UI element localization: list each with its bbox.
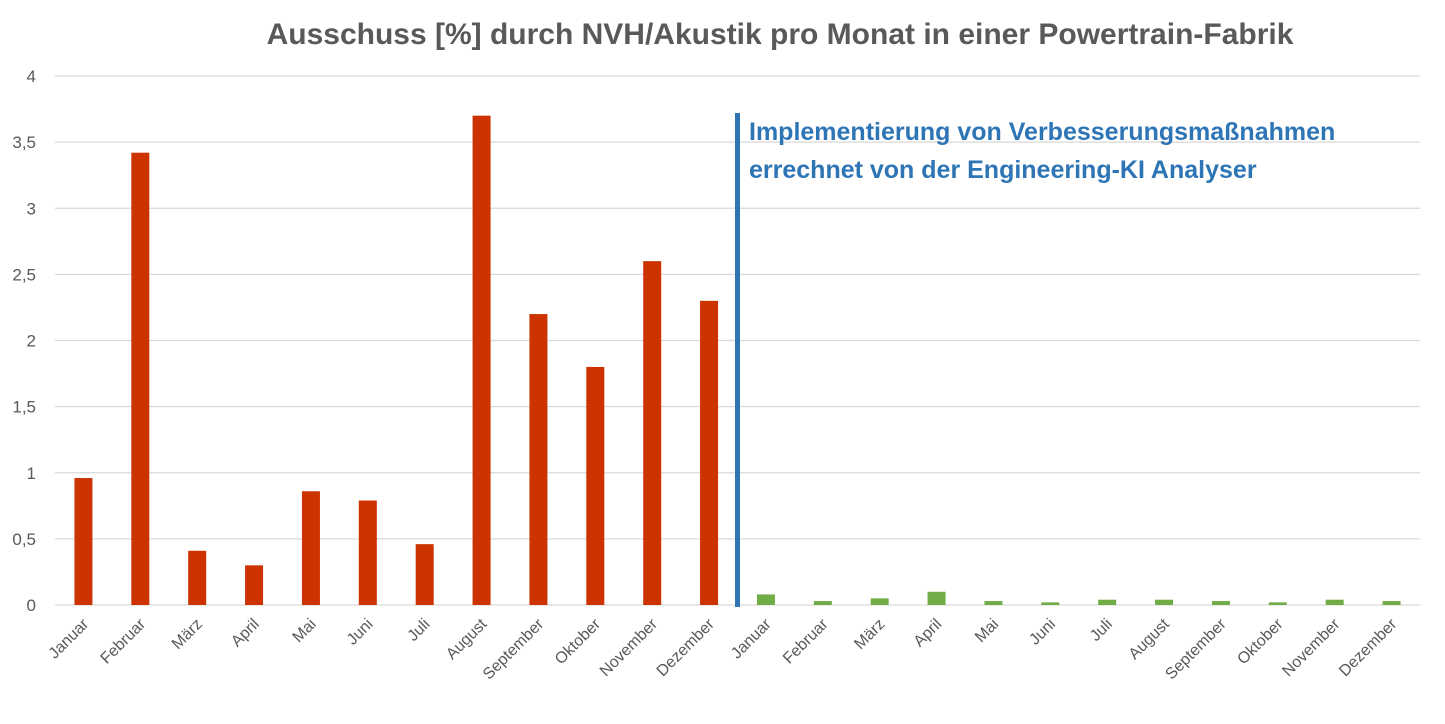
bar [643,261,662,605]
bar [870,598,889,605]
bar [756,594,775,605]
implementation-annotation: Implementierung von Verbesserungsmaßnahm… [749,113,1335,189]
bar [586,366,605,605]
x-tick-label: September [1162,615,1230,683]
annotation-line-1: Implementierung von Verbesserungsmaßnahm… [749,118,1336,146]
x-tick-label: August [443,615,491,663]
x-tick-label: Mai [290,616,320,646]
bars [74,115,1401,606]
x-tick-label: Oktober [1234,615,1287,668]
y-tick-label: 3,5 [12,133,36,152]
bar [813,601,832,605]
x-tick-label: Februar [98,615,150,667]
bar [700,300,719,605]
x-tick-label: Mai [972,616,1002,646]
x-tick-label: November [597,615,662,680]
bar [529,314,548,605]
x-tick-label: Januar [46,615,93,662]
y-tick-label: 0,5 [12,530,36,549]
x-tick-label: Juni [344,616,377,649]
y-tick-label: 4 [27,67,36,86]
x-tick-label: Juli [405,616,434,645]
x-tick-label: Januar [728,615,775,662]
x-tick-label: Oktober [552,615,605,668]
bar [358,500,377,605]
x-tick-label: Juni [1026,616,1059,649]
bar [1098,599,1117,605]
bar [1041,602,1060,605]
x-tick-label: April [911,616,946,651]
bar [1325,599,1344,605]
x-tick-label: Juli [1087,616,1116,645]
bar [131,152,150,605]
bar [984,601,1003,605]
y-tick-label: 2 [27,332,36,351]
x-tick-label: August [1126,615,1174,663]
bar [1382,601,1401,605]
y-tick-label: 1,5 [12,398,36,417]
annotation-line-2: errechnet von der Engineering-KI Analyse… [749,156,1257,184]
x-tick-label: März [851,616,888,653]
y-tick-label: 3 [27,199,36,218]
x-axis-ticks: Januar Februar März April Mai Juni Juli AugustS… [46,615,1401,683]
bar [301,491,320,605]
y-tick-label: 2,5 [12,265,36,284]
bar [245,565,264,605]
y-axis-ticks: 0 0,5 1 1,5 2 2,5 3 3,5 4 [12,67,36,615]
x-tick-label: Februar [780,615,832,667]
x-tick-label: September [480,615,548,683]
bar [1268,602,1287,605]
bar [74,478,93,605]
bar [927,591,946,605]
bar [188,550,207,605]
x-tick-label: Dezember [654,615,719,680]
bar [1155,599,1174,605]
x-tick-label: März [169,616,206,653]
y-tick-label: 0 [27,596,36,615]
x-tick-label: November [1279,615,1344,680]
x-tick-label: April [228,616,263,651]
x-tick-label: Dezember [1336,615,1401,680]
y-tick-label: 1 [27,464,36,483]
bar [1211,601,1230,605]
bar [415,544,434,605]
bar [472,115,491,606]
chart-title: Ausschuss [%] durch NVH/Akustik pro Mona… [266,18,1294,51]
